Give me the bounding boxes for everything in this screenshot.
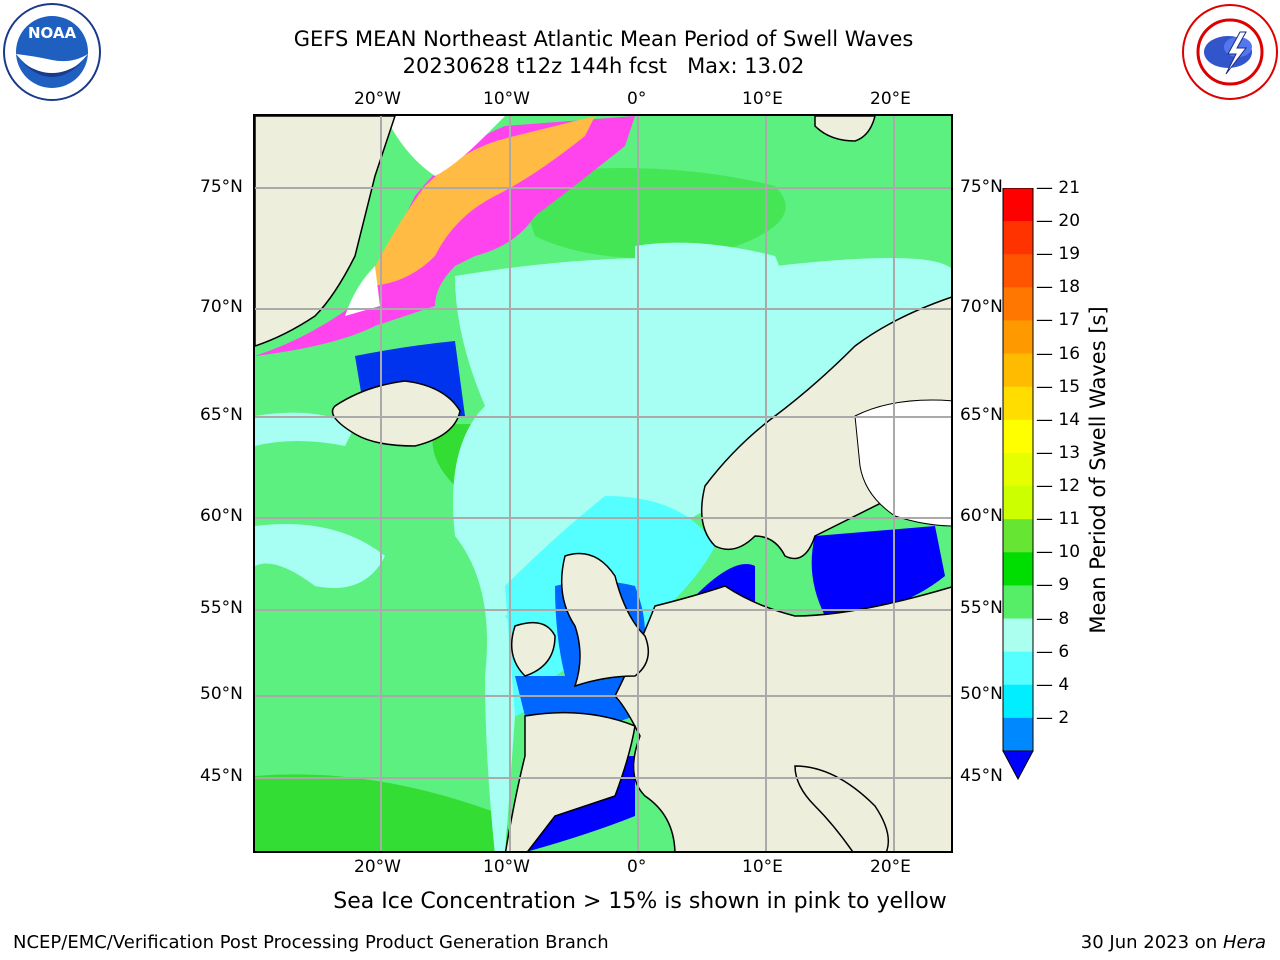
colorbar-tick-label: — 11	[1036, 509, 1081, 530]
ice-no-data	[385, 116, 505, 176]
colorbar-swatch	[1003, 221, 1033, 255]
colorbar	[1002, 187, 1034, 781]
colorbar-tick-label: — 18	[1036, 277, 1081, 298]
lon-bottom-label: 10°E	[742, 857, 783, 877]
lat-right-label: 50°N	[960, 684, 1003, 704]
land-iberia	[504, 711, 636, 851]
lon-top-label: 10°W	[483, 89, 530, 109]
colorbar-swatch	[1003, 651, 1033, 686]
chart-title-line2: 20230628 t12z 144h fcst Max: 13.02	[402, 54, 805, 78]
land-ireland	[510, 621, 556, 677]
colorbar-tick-label: — 4	[1036, 674, 1070, 695]
lon-bottom-label: 10°W	[483, 857, 530, 877]
colorbar-swatch	[1003, 353, 1033, 388]
swell-zone-light	[255, 412, 355, 446]
lat-left-label: 60°N	[200, 506, 243, 526]
swell-zone-green	[255, 774, 514, 851]
colorbar-swatch	[1003, 684, 1033, 719]
lat-right-label: 55°N	[960, 598, 1003, 618]
lon-top-label: 20°W	[354, 89, 401, 109]
swell-zone-light	[255, 524, 385, 588]
lon-bottom-label: 20°W	[354, 857, 401, 877]
lon-bottom-label: 0°	[627, 857, 647, 877]
colorbar-swatch	[1003, 386, 1033, 421]
sea-ice-orange	[365, 116, 595, 286]
colorbar-outline	[1002, 187, 1034, 752]
lat-left-label: 50°N	[200, 684, 243, 704]
swell-zone-blue	[811, 526, 945, 616]
lake-baltic-north	[854, 399, 951, 527]
colorbar-swatches	[1002, 187, 1034, 781]
lat-right-label: 60°N	[960, 506, 1003, 526]
lat-left-label: 65°N	[200, 405, 243, 425]
colorbar-tick-label: — 6	[1036, 641, 1070, 662]
swell-zone-green	[515, 168, 786, 259]
lat-left-label: 70°N	[200, 297, 243, 317]
colorbar-swatch	[1003, 717, 1033, 752]
colorbar-swatch	[1003, 618, 1033, 653]
colorbar-swatch	[1003, 519, 1033, 553]
colorbar-swatch	[1003, 320, 1033, 355]
colorbar-tick-label: — 10	[1036, 542, 1081, 563]
footer-date-text: 30 Jun 2023 on	[1080, 932, 1223, 953]
graticule	[255, 116, 951, 851]
lon-top-label: 10°E	[742, 89, 783, 109]
colorbar-tick-label: — 2	[1036, 707, 1070, 728]
colorbar-swatch	[1003, 254, 1033, 288]
land-italy	[794, 765, 890, 851]
lon-top-label: 20°E	[870, 89, 911, 109]
swell-zone-light	[635, 242, 780, 316]
footer-date: 30 Jun 2023 on Hera	[1081, 932, 1266, 953]
lat-left-label: 45°N	[200, 766, 243, 786]
colorbar-tick-label: — 12	[1036, 476, 1081, 497]
colorbar-tick-label: — 16	[1036, 343, 1081, 364]
footer-credit: NCEP/EMC/Verification Post Processing Pr…	[13, 932, 609, 953]
noaa-logo: NOAA	[2, 2, 102, 102]
footer-host: Hera	[1222, 932, 1266, 953]
swell-period-map	[255, 116, 951, 851]
sea-ice-note: Sea Ice Concentration > 15% is shown in …	[333, 889, 947, 914]
colorbar-swatch	[1003, 486, 1033, 520]
colorbar-swatch	[1003, 552, 1033, 586]
lat-right-label: 70°N	[960, 297, 1003, 317]
colorbar-ticks: — 21 — 20 — 19 — 18 — 17 — 16 — 15 — 14 — 13 — 12…	[1036, 178, 1086, 780]
lat-right-label: 45°N	[960, 766, 1003, 786]
colorbar-tick-label: — 13	[1036, 442, 1081, 463]
lon-top-label: 0°	[627, 89, 647, 109]
colorbar-swatch	[1003, 188, 1033, 222]
lat-right-label: 65°N	[960, 405, 1003, 425]
colorbar-swatch	[1003, 287, 1033, 321]
land-great-britain	[560, 552, 650, 688]
lat-left-label: 75°N	[200, 177, 243, 197]
land-svalbard	[814, 116, 876, 142]
lat-right-label: 75°N	[960, 177, 1003, 197]
colorbar-tick-label: — 19	[1036, 244, 1081, 265]
lon-bottom-label: 20°E	[870, 857, 911, 877]
land-iceland	[331, 380, 461, 447]
colorbar-tick-label: — 8	[1036, 608, 1070, 629]
colorbar-tick-label: — 21	[1036, 178, 1081, 198]
colorbar-extend-arrow	[1002, 750, 1034, 781]
colorbar-tick-label: — 17	[1036, 310, 1081, 331]
colorbar-swatch	[1003, 585, 1033, 620]
colorbar-swatch	[1003, 452, 1033, 487]
nws-logo	[1180, 2, 1280, 102]
map-panel	[253, 114, 953, 853]
ice-no-data	[345, 266, 380, 316]
lat-left-label: 55°N	[200, 598, 243, 618]
svg-text:NOAA: NOAA	[28, 24, 77, 42]
colorbar-tick-label: — 15	[1036, 376, 1081, 397]
colorbar-tick-label: — 20	[1036, 211, 1081, 232]
colorbar-tick-label: — 14	[1036, 409, 1081, 430]
land-continental-europe	[614, 585, 951, 851]
colorbar-label: Mean Period of Swell Waves [s]	[1086, 306, 1110, 634]
chart-title-line1: GEFS MEAN Northeast Atlantic Mean Period…	[293, 27, 914, 51]
colorbar-swatch	[1003, 419, 1033, 454]
colorbar-tick-label: — 9	[1036, 575, 1070, 596]
